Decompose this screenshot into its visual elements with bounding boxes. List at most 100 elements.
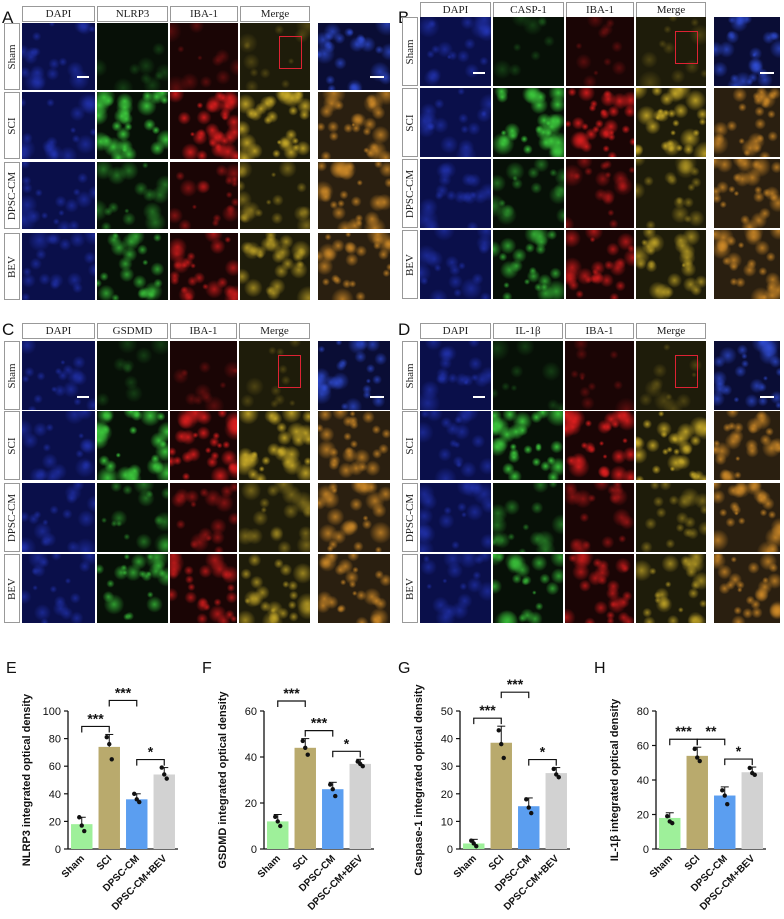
row-label-A-2: DPSC-CM: [4, 162, 20, 229]
significance-bracket: [669, 738, 698, 746]
data-point: [665, 814, 670, 819]
data-point: [725, 801, 730, 807]
data-point: [747, 765, 752, 771]
zoom-inset-A-DPSC-CM: [318, 162, 390, 229]
significance-label: ***: [115, 684, 132, 700]
zoom-region-box: [278, 354, 302, 388]
x-tick-label: SCI: [683, 853, 703, 873]
micrograph-D-DPSC-CM-DAPI: [420, 483, 491, 552]
y-tick-label: 20: [441, 789, 453, 801]
zoom-inset-D-Sham: [714, 341, 780, 410]
bar-DPSC-CM: [518, 806, 540, 849]
y-tick-label: 60: [49, 761, 61, 773]
row-label-C-0: Sham: [4, 341, 20, 410]
scale-bar: [473, 396, 485, 398]
x-tick-label: Sham: [452, 853, 479, 880]
micrograph-A-DPSC-CM-NLRP3: [97, 162, 168, 229]
chart-H: H IL-1β integrated optical density 0 20 40 60…: [594, 660, 766, 913]
zoom-inset-C-DPSC-CM: [318, 483, 390, 552]
significance-label: ***: [87, 710, 104, 726]
row-label-C-3: BEV: [4, 554, 20, 623]
row-label-text: BEV: [404, 253, 416, 276]
micrograph-A-BEV-DAPI: [22, 233, 95, 300]
y-axis-label: NLRP3 integrated optical density: [21, 693, 33, 866]
significance-label: *: [344, 735, 350, 751]
bar-charts: E NLRP3 integrated optical density 0 20 40 60…: [6, 660, 766, 913]
micrograph-A-DPSC-CM-DAPI: [22, 162, 95, 229]
significance-label: *: [148, 744, 154, 760]
zoom-inset-A-Sham: [318, 23, 390, 90]
significance-label: ***: [311, 715, 328, 731]
data-point: [82, 828, 87, 834]
data-point: [164, 776, 169, 781]
column-header-A-2: IBA-1: [170, 6, 238, 22]
micrograph-C-Sham-DAPI: [22, 341, 95, 410]
bar-SCI: [490, 742, 512, 849]
bar-DPSC-CM+BEV: [545, 773, 567, 849]
bar-DPSC-CM: [126, 799, 148, 849]
data-point: [360, 764, 365, 769]
micrograph-A-BEV-NLRP3: [97, 233, 168, 300]
micrograph-A-SCI-NLRP3: [97, 92, 168, 159]
data-point: [300, 738, 305, 744]
micrograph-B-Sham-IBA-1: [566, 17, 634, 86]
data-point: [104, 735, 109, 740]
row-label-D-1: SCI: [402, 411, 418, 480]
significance-bracket: [108, 699, 138, 707]
chart-E: E NLRP3 integrated optical density 0 20 40 60…: [6, 660, 178, 913]
y-tick-label: 80: [637, 706, 649, 718]
zoom-inset-B-Sham: [714, 17, 780, 86]
data-point: [333, 793, 338, 799]
significance-bracket: [696, 738, 726, 746]
row-label-A-3: BEV: [4, 233, 20, 300]
x-tick-label: SCI: [95, 853, 115, 873]
row-label-text: SCI: [404, 113, 416, 132]
zoom-inset-B-BEV: [714, 230, 780, 299]
data-point: [77, 815, 82, 820]
row-label-text: SCI: [404, 436, 416, 455]
micrograph-D-BEV-DAPI: [420, 554, 491, 623]
chart-letter: F: [202, 660, 212, 677]
row-label-C-1: SCI: [4, 411, 20, 480]
data-point: [499, 741, 504, 747]
row-label-B-2: DPSC-CM: [402, 159, 418, 228]
micrograph-D-Sham-IBA-1: [565, 341, 634, 410]
scale-bar: [370, 76, 384, 78]
row-label-text: Sham: [404, 38, 416, 65]
bar-SCI: [686, 755, 708, 849]
significance-label: *: [540, 744, 546, 760]
panel-letter-A: A: [2, 8, 14, 27]
micrograph-C-BEV-GSDMD: [97, 554, 168, 623]
micrograph-D-BEV-IL-1β: [493, 554, 563, 623]
significance-bracket: [304, 730, 334, 737]
y-tick-label: 60: [245, 706, 257, 718]
column-header-D-0: DAPI: [420, 323, 491, 339]
zoom-inset-A-BEV: [318, 233, 390, 300]
column-header-B-3: Merge: [636, 2, 706, 18]
bar-DPSC-CM: [322, 789, 344, 849]
significance-bracket: [473, 717, 502, 725]
significance-label: ***: [283, 685, 300, 701]
significance-bracket: [332, 750, 361, 758]
y-tick-label: 20: [637, 810, 649, 822]
column-header-D-2: IBA-1: [565, 323, 634, 339]
scale-bar: [760, 396, 774, 398]
y-tick-label: 0: [643, 844, 649, 856]
zoom-region-box: [674, 30, 698, 64]
column-header-C-1: GSDMD: [97, 323, 168, 339]
column-header-A-1: NLRP3: [97, 6, 168, 22]
significance-bracket: [500, 691, 530, 699]
micrograph-D-SCI-DAPI: [420, 411, 491, 480]
zoom-inset-A-SCI: [318, 92, 390, 159]
data-point: [278, 823, 283, 829]
micrograph-D-Sham-DAPI: [420, 341, 491, 410]
micrograph-D-SCI-IL-1β: [493, 411, 563, 480]
chart-letter: H: [594, 660, 606, 677]
zoom-inset-D-DPSC-CM: [714, 483, 780, 552]
micrograph-B-SCI-IBA-1: [566, 88, 634, 157]
chart-F: F GSDMD integrated optical density 0 20 40 60…: [202, 660, 374, 913]
zoom-inset-D-BEV: [714, 554, 780, 623]
y-tick-label: 40: [49, 789, 61, 801]
row-label-text: SCI: [6, 116, 18, 135]
panel-letter-D: D: [398, 320, 411, 339]
